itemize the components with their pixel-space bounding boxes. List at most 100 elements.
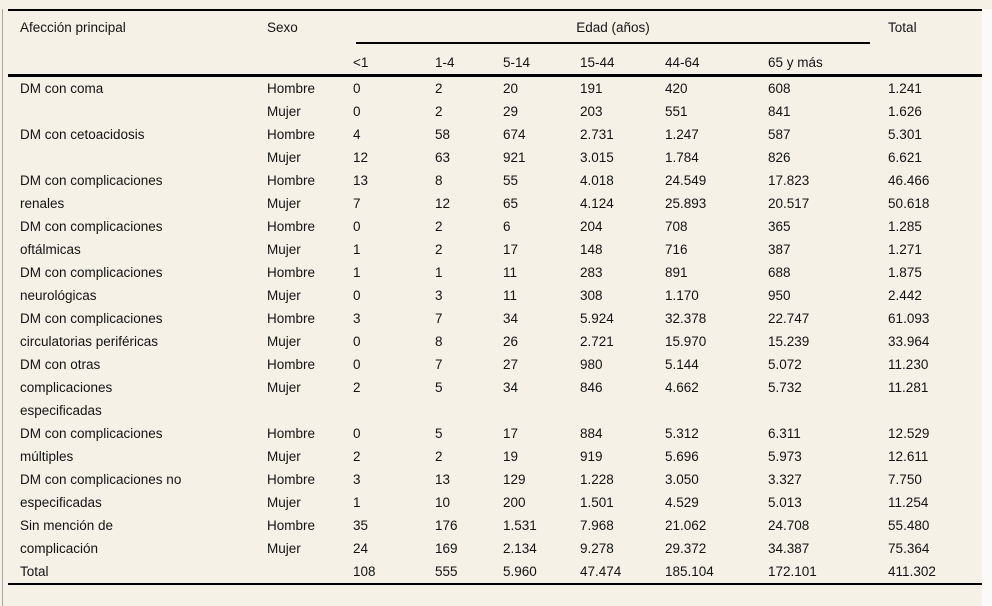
value-cell: 283 <box>580 265 603 280</box>
group-label-line: múltiples <box>20 449 74 464</box>
header-age-under-1: <1 <box>353 55 369 70</box>
value-cell: 7 <box>435 311 443 326</box>
value-cell: 169 <box>435 541 458 556</box>
value-cell: 46.466 <box>888 173 930 188</box>
sex-cell: Mujer <box>267 541 301 556</box>
value-cell: 1 <box>353 242 361 257</box>
value-cell: 129 <box>503 472 526 487</box>
empty-cell <box>653 399 756 422</box>
table-row: Mujer 1 2 17 148 716 387 1.271 <box>8 238 982 261</box>
value-cell: 1 <box>353 495 361 510</box>
value-cell: 608 <box>768 81 791 96</box>
sex-cell: Hombre <box>267 265 316 280</box>
value-cell: 551 <box>665 104 688 119</box>
table-row: Mujer 0 8 26 2.721 15.970 15.239 33.964 <box>8 330 982 353</box>
value-cell: 7.750 <box>888 472 922 487</box>
sex-cell: Mujer <box>267 334 301 349</box>
table-row: DM con coma Hombre 0 2 20 191 420 608 1.241 <box>8 76 982 101</box>
value-cell: 17 <box>503 426 519 441</box>
empty-cell <box>341 399 423 422</box>
value-cell: 674 <box>503 127 526 142</box>
value-cell: 980 <box>580 357 603 372</box>
value-cell: 148 <box>580 242 603 257</box>
value-cell: 32.378 <box>665 311 707 326</box>
total-value-cell: 5.960 <box>503 564 537 579</box>
group-label-line: complicación <box>20 541 99 556</box>
sex-cell: Mujer <box>267 104 301 119</box>
total-value-cell: 47.474 <box>580 564 622 579</box>
value-cell: 1.241 <box>888 81 922 96</box>
value-cell: 0 <box>353 357 361 372</box>
value-cell: 1.501 <box>580 495 614 510</box>
sex-cell: Hombre <box>267 173 316 188</box>
empty-cell <box>756 399 876 422</box>
group-label-line: Sin mención de <box>20 518 114 533</box>
value-cell: 708 <box>665 219 688 234</box>
value-cell: 33.964 <box>888 334 930 349</box>
value-cell: 1.271 <box>888 242 922 257</box>
value-cell: 0 <box>353 334 361 349</box>
group-label-line: circulatorias periféricas <box>20 334 159 349</box>
table-row: Mujer 2 2 19 919 5.696 5.973 12.611 <box>8 445 982 468</box>
value-cell: 5.301 <box>888 127 922 142</box>
sex-cell: Mujer <box>267 150 301 165</box>
page-right-margin <box>982 9 992 606</box>
value-cell: 29.372 <box>665 541 707 556</box>
group-label-line: DM con complicaciones <box>20 173 163 188</box>
value-cell: 9.278 <box>580 541 614 556</box>
value-cell: 0 <box>353 219 361 234</box>
table-row: DM con complicaciones renales Hombre 13 8 55 4… <box>8 169 982 211</box>
value-cell: 15.970 <box>665 334 707 349</box>
value-cell: 7 <box>435 357 443 372</box>
group-label: Sin mención de complicación <box>8 514 255 560</box>
value-cell: 63 <box>435 150 451 165</box>
empty-cell <box>491 399 568 422</box>
group-label: DM con complicaciones renales <box>8 169 255 215</box>
value-cell: 5.312 <box>665 426 699 441</box>
table-row: DM con complicaciones circulatorias perif… <box>8 307 982 349</box>
value-cell: 11 <box>503 265 518 280</box>
sex-cell: Hombre <box>267 472 316 487</box>
value-cell: 13 <box>435 472 451 487</box>
table-row: Sin mención de complicación Hombre 35 176 1.5… <box>8 514 982 556</box>
sex-cell: Hombre <box>267 518 316 533</box>
value-cell: 387 <box>768 242 791 257</box>
value-cell: 5.144 <box>665 357 699 372</box>
table-body: DM con coma Hombre 0 2 20 191 420 608 1.241 Mujer… <box>8 76 982 585</box>
value-cell: 55 <box>503 173 519 188</box>
value-cell: 21.062 <box>665 518 707 533</box>
sex-cell: Mujer <box>267 495 301 510</box>
table-row: Mujer 0 2 29 203 551 841 1.626 <box>8 100 982 123</box>
value-cell: 61.093 <box>888 311 930 326</box>
value-cell: 11.281 <box>888 380 929 395</box>
value-cell: 11.230 <box>888 357 929 372</box>
group-label-line: DM con coma <box>20 81 104 96</box>
total-label: Total <box>20 564 49 579</box>
table-row: DM con complicaciones oftálmicas Hombre 0 2 6… <box>8 215 982 257</box>
value-cell: 11 <box>503 288 518 303</box>
value-cell: 1 <box>435 265 443 280</box>
value-cell: 1.784 <box>665 150 699 165</box>
group-label: DM con complicaciones oftálmicas <box>8 215 255 261</box>
value-cell: 3.327 <box>768 472 802 487</box>
total-row: Total 108 555 5.960 47.474 185.104 172.101 411.… <box>8 560 982 584</box>
value-cell: 34.387 <box>768 541 810 556</box>
header-row-top: Afección principal Sexo Edad (años) Tota… <box>8 10 982 44</box>
table-row: DM con complicaciones no especificadas Hom… <box>8 468 982 510</box>
header-affliction: Afección principal <box>20 20 126 35</box>
value-cell: 2 <box>435 449 443 464</box>
value-cell: 2 <box>353 380 361 395</box>
value-cell: 308 <box>580 288 603 303</box>
header-row-ages: <1 1-4 5-14 15-44 44-64 65 y más <box>8 44 982 76</box>
value-cell: 26 <box>503 334 519 349</box>
value-cell: 5 <box>435 426 443 441</box>
sex-cell: Hombre <box>267 219 316 234</box>
table-row: Mujer 7 12 65 4.124 25.893 20.517 50.618 <box>8 192 982 215</box>
group-label-line: DM con complicaciones no <box>20 472 182 487</box>
value-cell: 3 <box>435 288 443 303</box>
value-cell: 55.480 <box>888 518 930 533</box>
value-cell: 6.621 <box>888 150 922 165</box>
value-cell: 950 <box>768 288 791 303</box>
value-cell: 3 <box>353 311 361 326</box>
value-cell: 846 <box>580 380 603 395</box>
